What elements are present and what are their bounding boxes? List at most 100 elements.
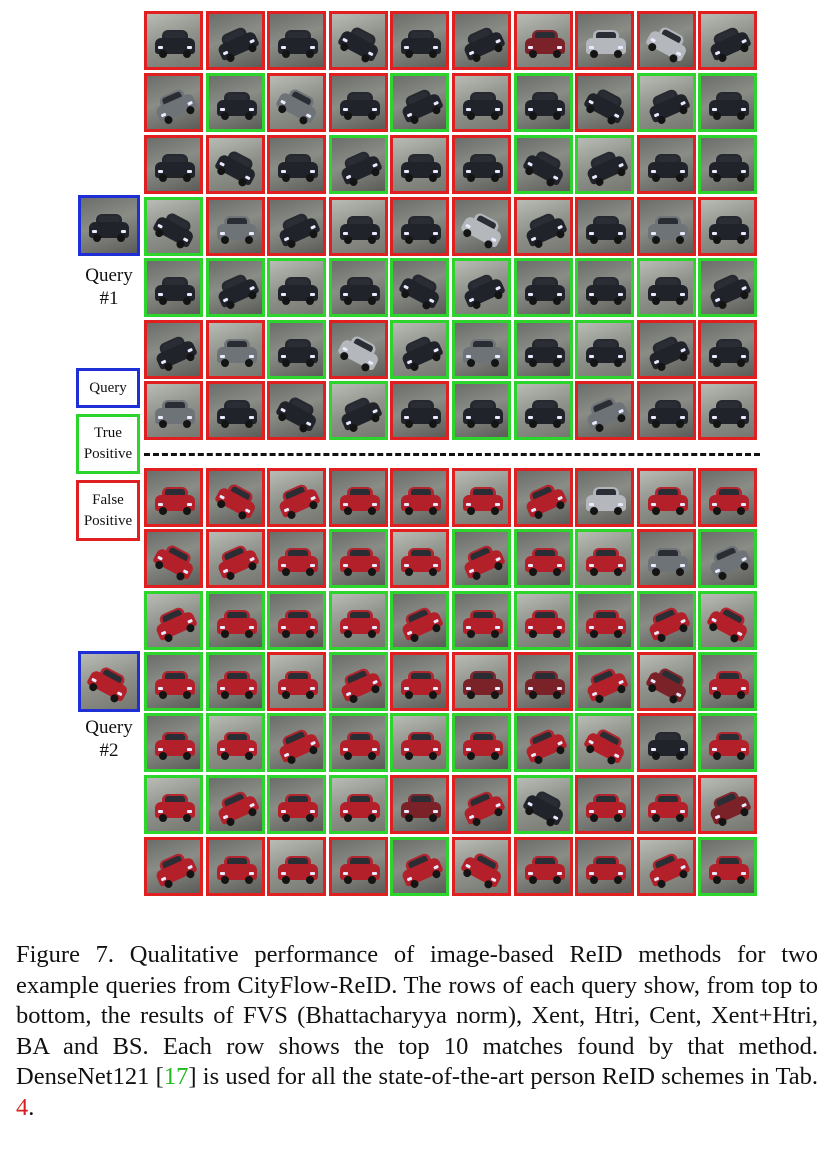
vehicle-image bbox=[524, 337, 565, 367]
true-positive-match bbox=[328, 135, 388, 194]
false-positive-match bbox=[698, 468, 758, 527]
false-positive-match bbox=[513, 468, 573, 527]
query-2-result-row bbox=[144, 529, 760, 590]
vehicle-image bbox=[586, 485, 627, 515]
vehicle-image bbox=[524, 28, 565, 58]
false-positive-match bbox=[328, 73, 388, 132]
legend-false-positive: False Positive bbox=[76, 480, 140, 541]
false-positive-match bbox=[390, 775, 450, 834]
caption-text: Figure 7. Qualitative performance of ima… bbox=[16, 941, 818, 1090]
true-positive-match bbox=[575, 258, 635, 317]
query-1-result-row bbox=[144, 381, 760, 442]
query-1-label: Query #1 bbox=[74, 264, 144, 310]
false-positive-match bbox=[698, 197, 758, 256]
vehicle-image bbox=[216, 398, 257, 428]
false-positive-match bbox=[636, 197, 696, 256]
vehicle-image bbox=[339, 275, 380, 305]
query-1-result-row bbox=[144, 320, 760, 381]
vehicle-image bbox=[150, 206, 199, 251]
vehicle-image bbox=[151, 601, 200, 645]
false-positive-match bbox=[575, 73, 635, 132]
true-positive-match bbox=[451, 258, 511, 317]
vehicle-image bbox=[458, 846, 507, 891]
true-positive-match bbox=[205, 713, 265, 772]
vehicle-image bbox=[524, 546, 565, 576]
legend-true-positive-line2: Positive bbox=[83, 446, 133, 462]
false-positive-match bbox=[575, 381, 635, 440]
true-positive-match bbox=[636, 591, 696, 650]
vehicle-image bbox=[586, 546, 627, 576]
true-positive-match bbox=[390, 837, 450, 896]
vehicle-image bbox=[524, 398, 565, 428]
true-positive-match bbox=[513, 73, 573, 132]
true-positive-match bbox=[144, 197, 203, 256]
false-positive-match bbox=[267, 468, 327, 527]
citation-link[interactable]: 17 bbox=[163, 1063, 189, 1090]
vehicle-image bbox=[278, 28, 319, 58]
false-positive-match bbox=[267, 652, 327, 711]
vehicle-image bbox=[643, 601, 692, 645]
false-positive-match bbox=[451, 135, 511, 194]
vehicle-image bbox=[150, 538, 199, 583]
false-positive-match bbox=[267, 11, 327, 70]
vehicle-image bbox=[216, 214, 257, 244]
false-positive-match bbox=[513, 652, 573, 711]
false-positive-match bbox=[205, 468, 265, 527]
vehicle-image bbox=[586, 28, 627, 58]
false-positive-match bbox=[698, 381, 758, 440]
vehicle-image bbox=[151, 330, 200, 374]
vehicle-image bbox=[520, 784, 569, 829]
query-1-label-line2: #1 bbox=[99, 288, 119, 309]
vehicle-image bbox=[339, 792, 380, 822]
true-positive-match bbox=[513, 775, 573, 834]
query-1-result-row bbox=[144, 258, 760, 319]
true-positive-match bbox=[575, 652, 635, 711]
false-positive-match bbox=[575, 775, 635, 834]
false-positive-match bbox=[451, 468, 511, 527]
vehicle-image bbox=[397, 83, 446, 127]
true-positive-match bbox=[205, 652, 265, 711]
vehicle-image bbox=[155, 485, 195, 515]
vehicle-image bbox=[705, 539, 754, 583]
vehicle-image bbox=[401, 546, 442, 576]
true-positive-match bbox=[205, 591, 265, 650]
vehicle-image bbox=[212, 21, 261, 65]
true-positive-match bbox=[698, 258, 758, 317]
false-positive-match bbox=[144, 837, 203, 896]
vehicle-image bbox=[335, 662, 384, 706]
vehicle-image bbox=[462, 608, 503, 638]
vehicle-image bbox=[401, 792, 442, 822]
vehicle-image bbox=[643, 847, 692, 891]
legend-true-positive-line1: True bbox=[94, 425, 122, 441]
true-positive-match bbox=[390, 73, 450, 132]
true-positive-match bbox=[328, 713, 388, 772]
true-positive-match bbox=[328, 258, 388, 317]
false-positive-match bbox=[328, 197, 388, 256]
vehicle-image bbox=[278, 275, 319, 305]
vehicle-image bbox=[278, 669, 319, 699]
legend-query-text: Query bbox=[89, 379, 127, 396]
vehicle-image bbox=[643, 83, 692, 127]
vehicle-image bbox=[462, 669, 503, 699]
query-2-result-row bbox=[144, 591, 760, 652]
vehicle-image bbox=[273, 82, 322, 127]
table-reference-link[interactable]: 4 bbox=[16, 1093, 29, 1121]
true-positive-match bbox=[513, 529, 573, 588]
false-positive-match bbox=[390, 197, 450, 256]
false-positive-match bbox=[390, 468, 450, 527]
false-positive-match bbox=[205, 529, 265, 588]
false-positive-match bbox=[390, 135, 450, 194]
vehicle-image bbox=[459, 268, 508, 312]
true-positive-match bbox=[698, 73, 758, 132]
vehicle-image bbox=[643, 20, 692, 65]
vehicle-image bbox=[709, 730, 750, 760]
vehicle-image bbox=[586, 608, 627, 638]
true-positive-match bbox=[698, 837, 758, 896]
vehicle-image bbox=[216, 730, 257, 760]
false-positive-match bbox=[451, 197, 511, 256]
vehicle-image bbox=[212, 539, 261, 583]
false-positive-match bbox=[513, 197, 573, 256]
vehicle-image bbox=[643, 330, 692, 374]
caption-text-end: . bbox=[28, 1093, 35, 1121]
true-positive-match bbox=[698, 135, 758, 194]
